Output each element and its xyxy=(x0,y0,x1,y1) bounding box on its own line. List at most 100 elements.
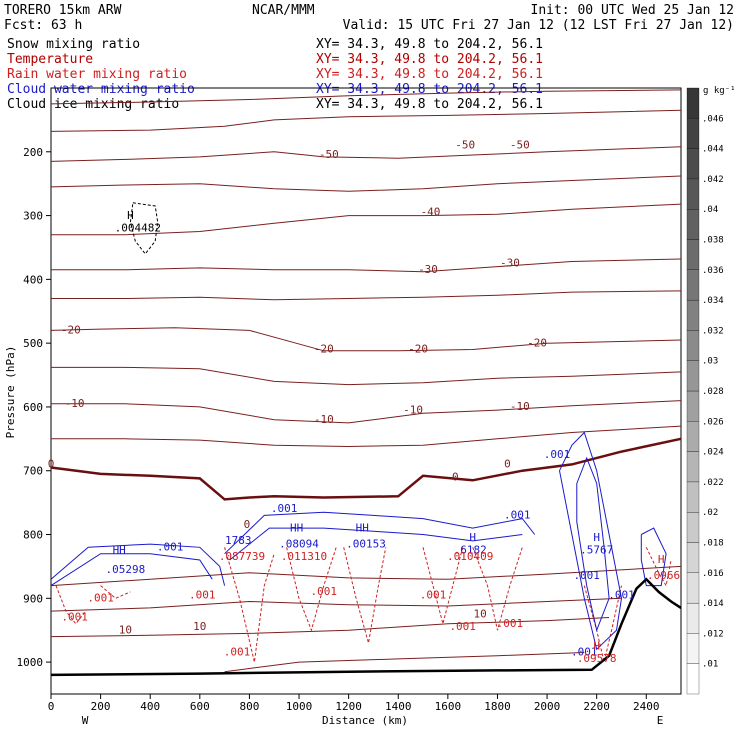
colorbar-cell xyxy=(686,572,700,604)
cloud-ice-contours xyxy=(129,202,159,255)
cloud-water-contour xyxy=(559,431,623,651)
rain-contour xyxy=(100,585,131,599)
colorbar-label: .02 xyxy=(702,508,718,518)
y-tick-label: 900 xyxy=(23,592,43,605)
rain-label: .001 xyxy=(449,620,476,633)
cloud-ice-max-value: .004482 xyxy=(115,222,161,235)
x-tick-label: 800 xyxy=(239,700,259,713)
colorbar-cell xyxy=(686,481,700,513)
temperature-label: -20 xyxy=(527,336,547,349)
temperature-label: -10 xyxy=(510,400,530,413)
isotherm xyxy=(51,258,682,273)
temperature-label: -50 xyxy=(319,148,339,161)
temperature-label: -10 xyxy=(403,403,423,416)
colorbar-label: .03 xyxy=(702,357,718,367)
colorbar-label: .01 xyxy=(702,660,718,670)
rain-contour xyxy=(286,547,337,632)
y-tick-label: 1000 xyxy=(17,656,44,669)
rain-label: .011310 xyxy=(281,550,327,563)
temperature-label: -10 xyxy=(314,413,334,426)
x-tick-label: 1200 xyxy=(335,700,362,713)
colorbar-label: .022 xyxy=(702,478,724,488)
cloud-water-contour xyxy=(640,527,667,587)
cloud-water-label: .001 xyxy=(608,588,635,601)
x-tick-label: 0 xyxy=(48,700,55,713)
colorbar-label: .028 xyxy=(702,387,724,397)
colorbar-label: .012 xyxy=(702,629,724,639)
colorbar-cell xyxy=(686,360,700,392)
colorbar-label: .034 xyxy=(702,296,724,306)
colorbar-label: .036 xyxy=(702,266,724,276)
x-tick-label: 2400 xyxy=(633,700,660,713)
rain-label: .001 xyxy=(189,588,216,601)
cloud-water-label: .001 xyxy=(573,569,600,582)
field-legend: Snow mixing ratio XY= 34.3, 49.8 to 204.2… xyxy=(7,37,543,112)
model-label: TORERO 15km ARW xyxy=(4,3,122,18)
isotherm xyxy=(51,203,682,236)
rain-label: H xyxy=(593,639,600,652)
colorbar-label: .038 xyxy=(702,236,724,246)
temperature-label: 10 xyxy=(193,620,206,633)
cloud-water-contours xyxy=(50,431,667,651)
isotherm xyxy=(50,597,622,612)
cloud-water-label: HH xyxy=(113,544,126,557)
temperature-label: -20 xyxy=(61,324,81,337)
cloud-water-contour xyxy=(229,527,523,561)
rain-label: .001 xyxy=(224,646,251,659)
isotherm xyxy=(50,565,682,587)
cloud-water-label: .00153 xyxy=(346,537,386,550)
rain-label: .087739 xyxy=(219,550,265,563)
x-tick-label: 600 xyxy=(190,700,210,713)
temperature-label: 0 xyxy=(452,470,459,483)
field-name: Temperature xyxy=(7,52,93,67)
isotherm xyxy=(50,327,682,352)
isotherm-zero xyxy=(50,437,682,501)
rain-label: .010409 xyxy=(447,550,493,563)
rain-label: .001 xyxy=(61,611,88,624)
colorbar-cell xyxy=(686,209,700,240)
rain-contour xyxy=(343,547,387,644)
cloud-water-label: .001 xyxy=(571,646,598,659)
temperature-label: 0 xyxy=(504,458,511,471)
cloud-water-label: .5767 xyxy=(580,544,613,557)
contour-labels: -50 -50 -50 -40 -30 -30 -20 -20 -20 -20 -10 -10 -10 -… xyxy=(48,139,680,665)
x-tick-label: 400 xyxy=(140,700,160,713)
isotherm xyxy=(51,366,682,386)
x-tick-label: 1000 xyxy=(286,700,313,713)
x-tick-label: 1600 xyxy=(435,700,462,713)
isotherm xyxy=(50,146,682,162)
colorbar-label: .04 xyxy=(702,205,718,215)
x-tick-label: 1400 xyxy=(385,700,412,713)
x-tick-label: 2200 xyxy=(583,700,610,713)
colorbar-cell xyxy=(686,602,700,634)
field-xy: XY= 34.3, 49.8 to 204.2, 56.1 xyxy=(316,52,543,67)
isotherm xyxy=(50,89,682,105)
colorbar-cell xyxy=(686,663,700,695)
colorbar-label: .016 xyxy=(702,569,724,579)
isotherm xyxy=(50,617,610,638)
y-tick-label: 500 xyxy=(23,337,43,350)
rain-label: .001 xyxy=(420,588,447,601)
init-label: Init: 00 UTC Wed 25 Jan 12 xyxy=(531,3,735,18)
temperature-label: 0 xyxy=(244,518,251,531)
y-tick-label: 800 xyxy=(23,529,43,542)
cloud-water-label: .08094 xyxy=(279,537,319,550)
temperature-label: -50 xyxy=(510,139,530,152)
colorbar-label: .026 xyxy=(702,417,724,427)
colorbar-cell xyxy=(686,421,700,452)
plot-frame xyxy=(50,87,682,695)
colorbar: .01 .012 .014 .016 .018 .02 .022 .024 .026 .028 .0… xyxy=(686,87,724,695)
colorbar-cell xyxy=(686,148,700,180)
cloud-ice-max-label: H xyxy=(127,209,134,222)
rain-label: .001 xyxy=(497,617,524,630)
isotherm xyxy=(51,400,682,424)
x-tick-label: 1800 xyxy=(484,700,511,713)
temperature-label: -50 xyxy=(455,139,475,152)
x-tick-label: 200 xyxy=(91,700,111,713)
rain-label: .001 xyxy=(311,585,338,598)
cloud-water-label: H xyxy=(593,531,600,544)
isotherm xyxy=(50,175,682,192)
cloud-water-label: .001 xyxy=(157,541,184,554)
colorbar-cell xyxy=(686,390,700,422)
y-tick-label: 300 xyxy=(23,210,43,223)
